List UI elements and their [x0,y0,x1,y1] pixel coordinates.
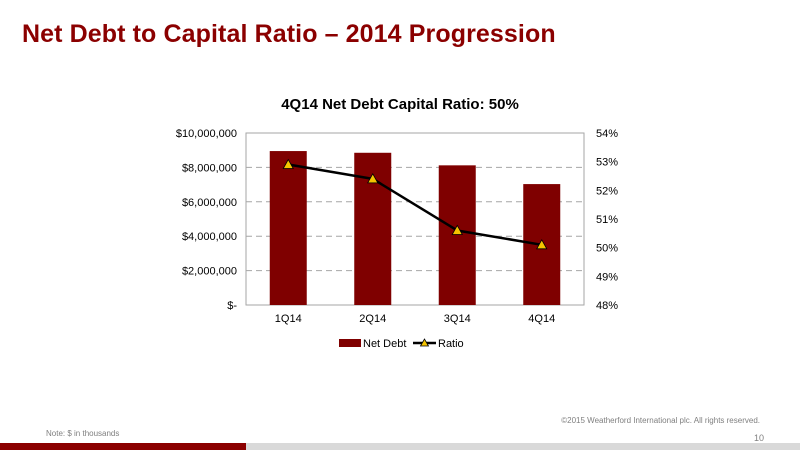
y-left-tick-label: $8,000,000 [182,162,237,174]
legend-swatch-ratio-marker [419,338,430,347]
legend-label-net-debt: Net Debt [363,338,406,350]
y-left-tick-label: $2,000,000 [182,266,237,278]
x-tick-label: 3Q14 [444,313,471,325]
line-ratio [288,163,542,247]
y-right-tick-label: 48% [596,300,618,312]
y-right-tick-label: 54% [596,128,618,140]
y-right-tick-label: 52% [596,185,618,197]
footer-bar-neutral [246,443,800,450]
y-right-tick-label: 53% [596,157,618,169]
ratio-marker [367,173,379,184]
bar-net-debt [269,151,307,305]
ratio-marker [536,238,548,250]
bar-net-debt [438,165,476,305]
ratio-marker [282,158,294,169]
y-left-tick-label: $6,000,000 [182,197,237,209]
y-left-tick-label: $4,000,000 [182,231,237,243]
legend-label-ratio: Ratio [438,338,464,350]
y-right-tick-label: 49% [596,271,618,283]
plot-area-border [245,132,585,306]
copyright-text: ©2015 Weatherford International plc. All… [561,416,760,425]
y-right-tick-label: 50% [596,243,618,255]
legend-swatch-net-debt [339,339,361,347]
chart-title: 4Q14 Net Debt Capital Ratio: 50% [281,96,519,113]
y-left-tick-label: $10,000,000 [176,128,237,140]
footer-bar-accent [0,443,246,450]
footnote: Note: $ in thousands [46,429,120,438]
page-number: 10 [753,433,764,443]
ratio-marker [451,224,463,235]
x-tick-label: 2Q14 [359,313,386,325]
x-tick-label: 4Q14 [528,313,555,325]
slide-title: Net Debt to Capital Ratio – 2014 Progres… [22,20,556,48]
y-left-tick-label: $- [227,300,237,312]
x-tick-label: 1Q14 [275,313,302,325]
y-right-tick-label: 51% [596,214,618,226]
